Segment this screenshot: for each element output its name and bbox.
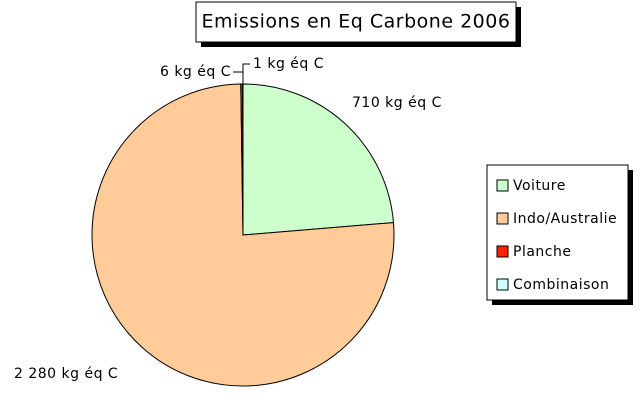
data-label: 710 kg éq C: [352, 95, 442, 111]
leader-line: [243, 64, 250, 84]
legend-swatch: [497, 279, 508, 290]
legend-label: Voiture: [513, 178, 566, 194]
legend-swatch: [497, 246, 508, 257]
legend-swatch: [497, 213, 508, 224]
legend-swatch: [497, 180, 508, 191]
legend-label: Combinaison: [513, 277, 609, 293]
chart-title: Emissions en Eq Carbone 2006: [202, 11, 511, 33]
legend-label: Indo/Australie: [513, 211, 617, 227]
data-label: 6 kg éq C: [160, 64, 231, 80]
data-label: 2 280 kg éq C: [14, 366, 118, 382]
legend-label: Planche: [513, 244, 571, 260]
data-label: 1 kg éq C: [253, 56, 324, 72]
